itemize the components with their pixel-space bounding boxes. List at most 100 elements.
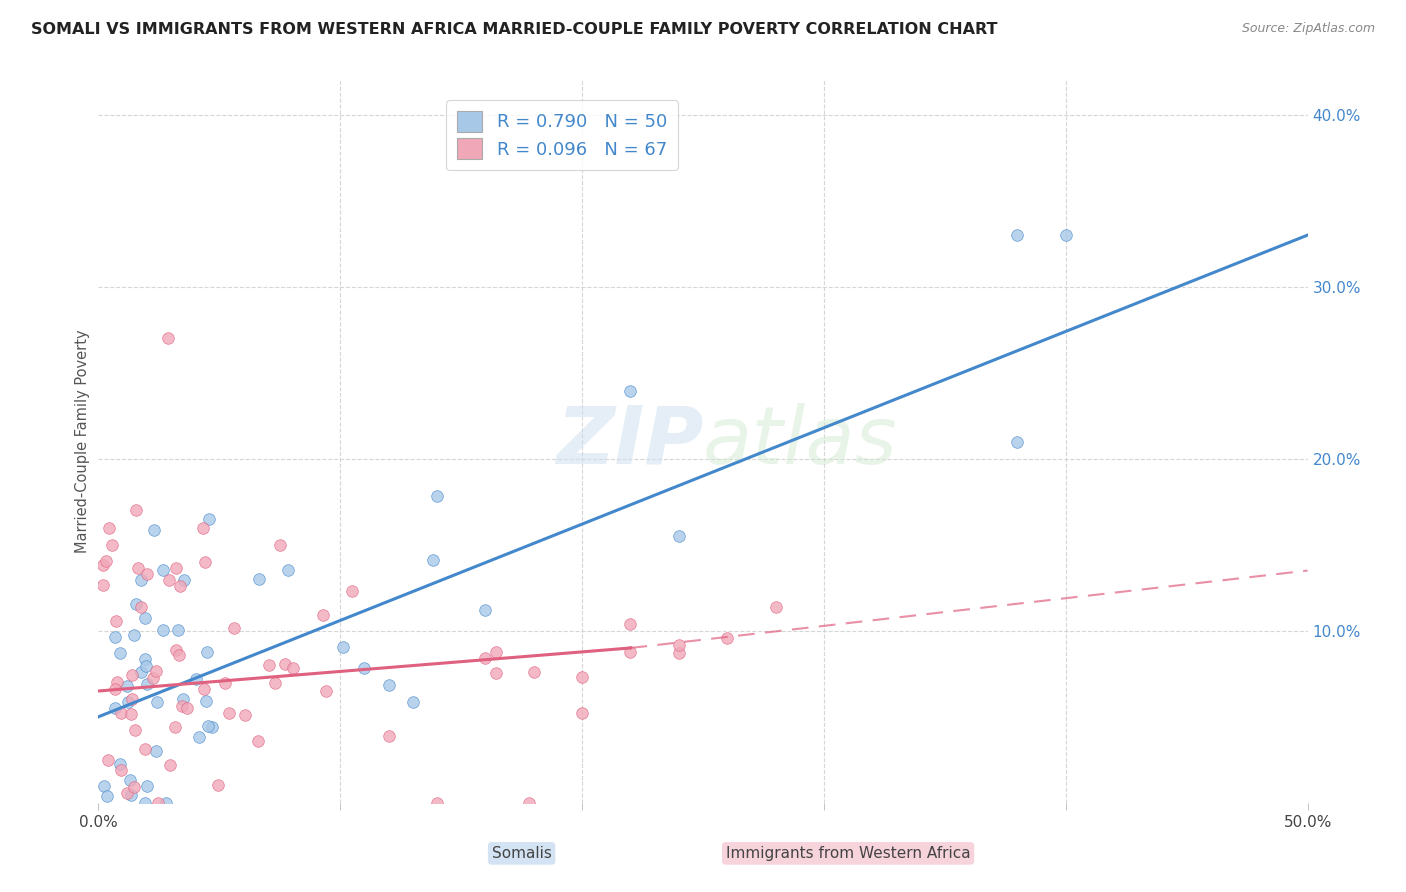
Point bbox=[619, 617, 641, 632]
Point bbox=[96, 554, 118, 568]
Point bbox=[281, 661, 304, 675]
Point bbox=[121, 668, 143, 682]
Point bbox=[135, 677, 157, 691]
Point bbox=[136, 780, 159, 794]
Point bbox=[152, 623, 174, 637]
Point bbox=[1007, 434, 1029, 449]
Y-axis label: Married-Couple Family Poverty: Married-Couple Family Poverty bbox=[75, 330, 90, 553]
Point bbox=[571, 706, 593, 720]
Point bbox=[195, 645, 218, 659]
Point bbox=[246, 734, 269, 748]
Point bbox=[120, 788, 142, 802]
Point bbox=[274, 657, 297, 671]
Point bbox=[176, 700, 198, 714]
Point bbox=[145, 744, 167, 758]
Point bbox=[716, 631, 738, 645]
Point bbox=[91, 578, 114, 592]
Point bbox=[264, 676, 287, 690]
Point bbox=[188, 730, 211, 744]
Point bbox=[122, 780, 145, 794]
Point bbox=[193, 681, 215, 696]
Point bbox=[115, 679, 138, 693]
Point bbox=[169, 579, 191, 593]
Point bbox=[121, 692, 143, 706]
Point bbox=[110, 646, 132, 660]
Point bbox=[108, 756, 131, 771]
Point bbox=[342, 584, 364, 599]
Point bbox=[1007, 228, 1029, 243]
Point bbox=[104, 630, 127, 644]
Point bbox=[104, 701, 127, 715]
Text: atlas: atlas bbox=[703, 402, 898, 481]
Point bbox=[135, 658, 157, 673]
Point bbox=[165, 561, 187, 575]
Point bbox=[91, 558, 114, 572]
Point bbox=[136, 567, 159, 582]
Point bbox=[157, 573, 180, 587]
Point bbox=[105, 675, 128, 690]
Point bbox=[1054, 228, 1077, 243]
Point bbox=[571, 670, 593, 684]
Point bbox=[668, 638, 690, 652]
Point bbox=[152, 564, 174, 578]
Point bbox=[104, 681, 127, 696]
Point bbox=[619, 384, 641, 398]
Point bbox=[668, 646, 690, 660]
Point bbox=[97, 754, 120, 768]
Point bbox=[134, 742, 156, 756]
Point bbox=[402, 695, 425, 709]
Point bbox=[312, 608, 335, 623]
Point bbox=[101, 538, 124, 552]
Point bbox=[426, 796, 449, 810]
Point bbox=[194, 555, 217, 569]
Point bbox=[277, 563, 299, 577]
Point bbox=[120, 772, 142, 787]
Point bbox=[129, 599, 152, 614]
Point bbox=[110, 706, 132, 720]
Point bbox=[269, 538, 291, 552]
Point bbox=[127, 561, 149, 575]
Point bbox=[173, 573, 195, 587]
Point bbox=[315, 684, 337, 698]
Point bbox=[332, 640, 354, 655]
Point bbox=[159, 758, 181, 772]
Point bbox=[474, 603, 496, 617]
Point bbox=[110, 763, 132, 777]
Point bbox=[426, 489, 449, 503]
Point bbox=[377, 729, 399, 743]
Point bbox=[141, 671, 163, 685]
Legend: R = 0.790   N = 50, R = 0.096   N = 67: R = 0.790 N = 50, R = 0.096 N = 67 bbox=[446, 100, 678, 169]
Point bbox=[247, 573, 270, 587]
Point bbox=[523, 665, 546, 679]
Point bbox=[474, 651, 496, 665]
Point bbox=[131, 573, 153, 587]
Point bbox=[765, 599, 787, 614]
Point bbox=[146, 695, 169, 709]
Point bbox=[157, 331, 180, 345]
Point bbox=[201, 720, 224, 734]
Point bbox=[214, 676, 236, 690]
Point bbox=[115, 786, 138, 800]
Point bbox=[129, 665, 152, 679]
Point bbox=[167, 624, 190, 638]
Point bbox=[124, 723, 146, 737]
Point bbox=[93, 779, 115, 793]
Point bbox=[167, 648, 190, 663]
Point bbox=[104, 614, 127, 628]
Point bbox=[377, 678, 399, 692]
Point bbox=[207, 778, 229, 792]
Point bbox=[134, 652, 156, 666]
Point bbox=[165, 720, 187, 734]
Point bbox=[353, 661, 375, 675]
Point bbox=[122, 628, 145, 642]
Point bbox=[485, 645, 508, 659]
Point bbox=[222, 621, 245, 635]
Point bbox=[218, 706, 240, 720]
Point bbox=[134, 611, 156, 625]
Point bbox=[197, 719, 219, 733]
Text: ZIP: ZIP bbox=[555, 402, 703, 481]
Point bbox=[517, 796, 540, 810]
Point bbox=[259, 657, 281, 672]
Point bbox=[186, 672, 208, 686]
Text: SOMALI VS IMMIGRANTS FROM WESTERN AFRICA MARRIED-COUPLE FAMILY POVERTY CORRELATI: SOMALI VS IMMIGRANTS FROM WESTERN AFRICA… bbox=[31, 22, 997, 37]
